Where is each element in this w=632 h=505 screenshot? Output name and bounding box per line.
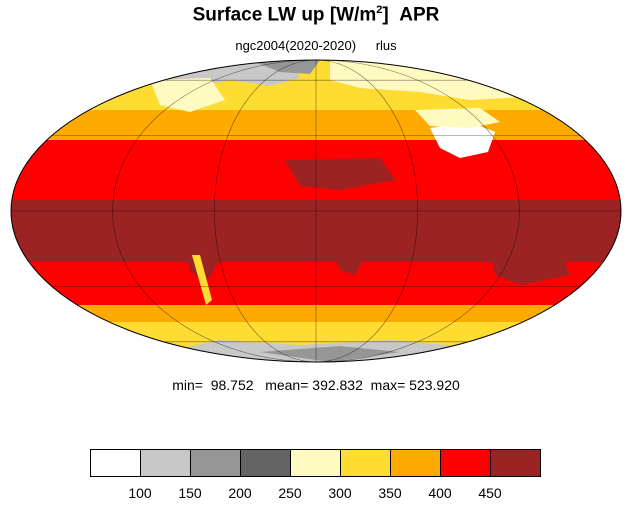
colorbar-label: 200 — [228, 485, 252, 501]
colorbar-swatch — [90, 449, 141, 477]
colorbar-label: 450 — [478, 485, 502, 501]
colorbar-label: 250 — [278, 485, 302, 501]
title-close: ] — [382, 4, 389, 26]
colorbar-label: 150 — [178, 485, 202, 501]
mongolia-yellow-region — [415, 108, 500, 128]
greenland-region — [150, 78, 225, 112]
subtitle-variable: rlus — [375, 38, 397, 53]
world-map — [10, 59, 622, 363]
colorbar-swatch — [490, 449, 541, 477]
colorbar-swatch — [140, 449, 191, 477]
colorbar-swatch — [440, 449, 491, 477]
title-superscript: 2 — [376, 4, 383, 16]
title-month: APR — [399, 4, 440, 26]
colorbar-swatch — [290, 449, 341, 477]
plot-title: Surface LW up [W/m2] APR — [0, 4, 632, 26]
map-field — [11, 60, 621, 362]
africa-south-region — [320, 205, 375, 275]
meridian-line — [214, 60, 418, 362]
tibet-white-region — [430, 122, 495, 158]
plot-subtitle: ngc2004(2020-2020) rlus — [0, 38, 632, 53]
map-border — [10, 59, 622, 363]
subtitle-case: ngc2004(2020-2020) — [235, 38, 357, 53]
south-america-region — [170, 200, 230, 285]
field-statistics: min= 98.752 mean= 392.832 max= 523.920 — [172, 377, 460, 393]
colorbar-label: 300 — [328, 485, 352, 501]
colorbar-swatch — [340, 449, 391, 477]
colorbar-swatch — [240, 449, 291, 477]
australia-region — [490, 250, 570, 285]
antarctica-dark-region — [260, 346, 400, 362]
graticule — [11, 60, 621, 362]
colorbar-label: 400 — [428, 485, 452, 501]
colorbar-label: 100 — [128, 485, 152, 501]
andes-region — [192, 255, 212, 305]
colorbar-swatch — [390, 449, 441, 477]
meridian-line — [112, 60, 520, 362]
colorbar-swatch — [190, 449, 241, 477]
title-text: Surface LW up [W/m — [192, 4, 377, 26]
colorbar-label: 350 — [378, 485, 402, 501]
sahara-region — [285, 158, 395, 190]
